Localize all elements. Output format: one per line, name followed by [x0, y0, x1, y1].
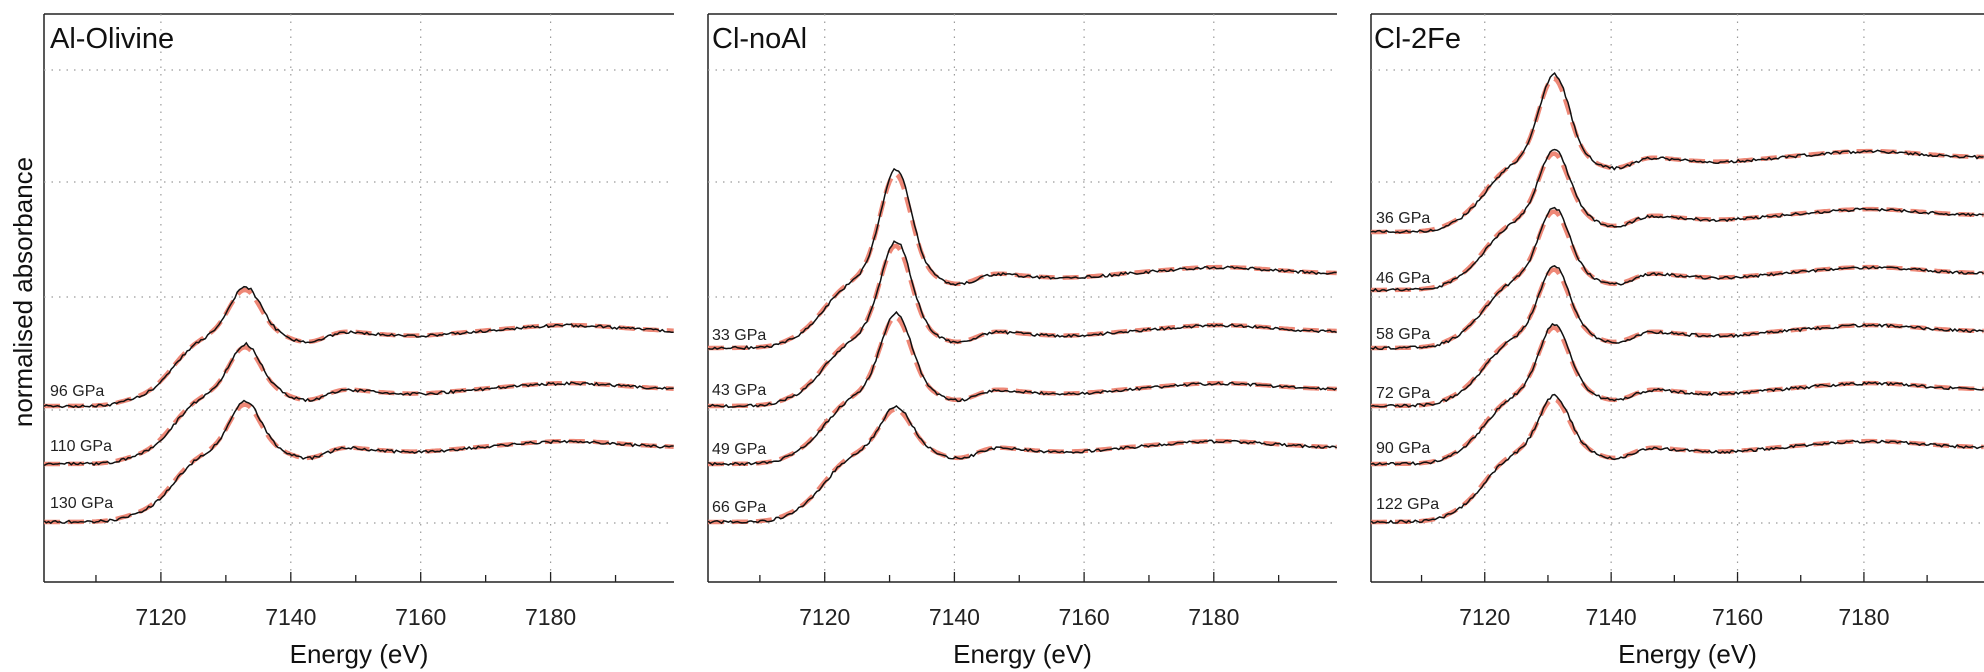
panel-title: Cl-noAl [712, 23, 807, 55]
measured-spectrum-line [1370, 148, 1984, 292]
panel-2: 7120 7140 7160 7180 Energy (eV) Cl-2Fe 122 GPa… [1370, 13, 1984, 669]
pressure-label: 36 GPa [1376, 210, 1430, 227]
x-axis-title: Energy (eV) [1618, 639, 1757, 669]
x-axis-title: Energy (eV) [290, 639, 429, 669]
panels: 7120 7140 7160 7180 Energy (eV) Al-Olivine 130… [43, 13, 1984, 669]
measured-spectrum-line [1370, 264, 1984, 408]
x-tick-label: 7120 [135, 604, 186, 630]
pressure-label: 122 GPa [1376, 496, 1439, 513]
x-tick-label: 7160 [1059, 604, 1110, 630]
pressure-label: 96 GPa [50, 383, 104, 400]
x-tick-label: 7140 [265, 604, 316, 630]
panel-title: Al-Olivine [50, 23, 174, 55]
calculated-spectrum-line [1371, 396, 1984, 525]
pressure-label: 90 GPa [1376, 440, 1430, 457]
x-tick-label: 7160 [395, 604, 446, 630]
panel-title: Cl-2Fe [1374, 23, 1461, 55]
measured-spectrum-line [1370, 71, 1984, 234]
measured-spectrum-line [1370, 322, 1984, 466]
x-tick-label: 7140 [1586, 604, 1637, 630]
panel-1: 7120 7140 7160 7180 Energy (eV) Cl-noAl 66 GPa… [707, 13, 1338, 669]
x-tick-label: 7120 [1459, 604, 1510, 630]
pressure-label: 43 GPa [712, 382, 766, 399]
x-tick-label: 7180 [1188, 604, 1239, 630]
pressure-label: 58 GPa [1376, 326, 1430, 343]
pressure-label: 46 GPa [1376, 270, 1430, 287]
x-tick-label: 7180 [1838, 604, 1889, 630]
x-tick-label: 7180 [525, 604, 576, 630]
x-tick-label: 7140 [929, 604, 980, 630]
panel-0: 7120 7140 7160 7180 Energy (eV) Al-Olivine 130… [43, 13, 674, 669]
calculated-spectrum-line [708, 407, 1337, 525]
measured-spectrum-line [707, 405, 1338, 525]
measured-spectrum-line [43, 341, 674, 467]
measured-spectrum-line [43, 399, 674, 525]
measured-spectrum-line [707, 167, 1337, 350]
calculated-spectrum-line [44, 402, 674, 525]
measured-spectrum-line [1370, 206, 1984, 351]
x-tick-label: 7120 [799, 604, 850, 630]
pressure-label: 66 GPa [712, 499, 766, 516]
pressure-label: 130 GPa [50, 495, 113, 512]
measured-spectrum-line [43, 285, 674, 409]
measured-spectrum-line [707, 240, 1337, 409]
pressure-label: 33 GPa [712, 327, 766, 344]
pressure-label: 72 GPa [1376, 385, 1430, 402]
y-axis-label: normalised absorbance [8, 157, 38, 427]
measured-spectrum-line [707, 310, 1338, 467]
calculated-spectrum-line [708, 172, 1337, 351]
measured-spectrum-line [1370, 393, 1984, 524]
x-axis-title: Energy (eV) [953, 639, 1092, 669]
pressure-label: 110 GPa [50, 438, 112, 455]
pressure-label: 49 GPa [712, 441, 766, 458]
x-tick-label: 7160 [1712, 604, 1763, 630]
